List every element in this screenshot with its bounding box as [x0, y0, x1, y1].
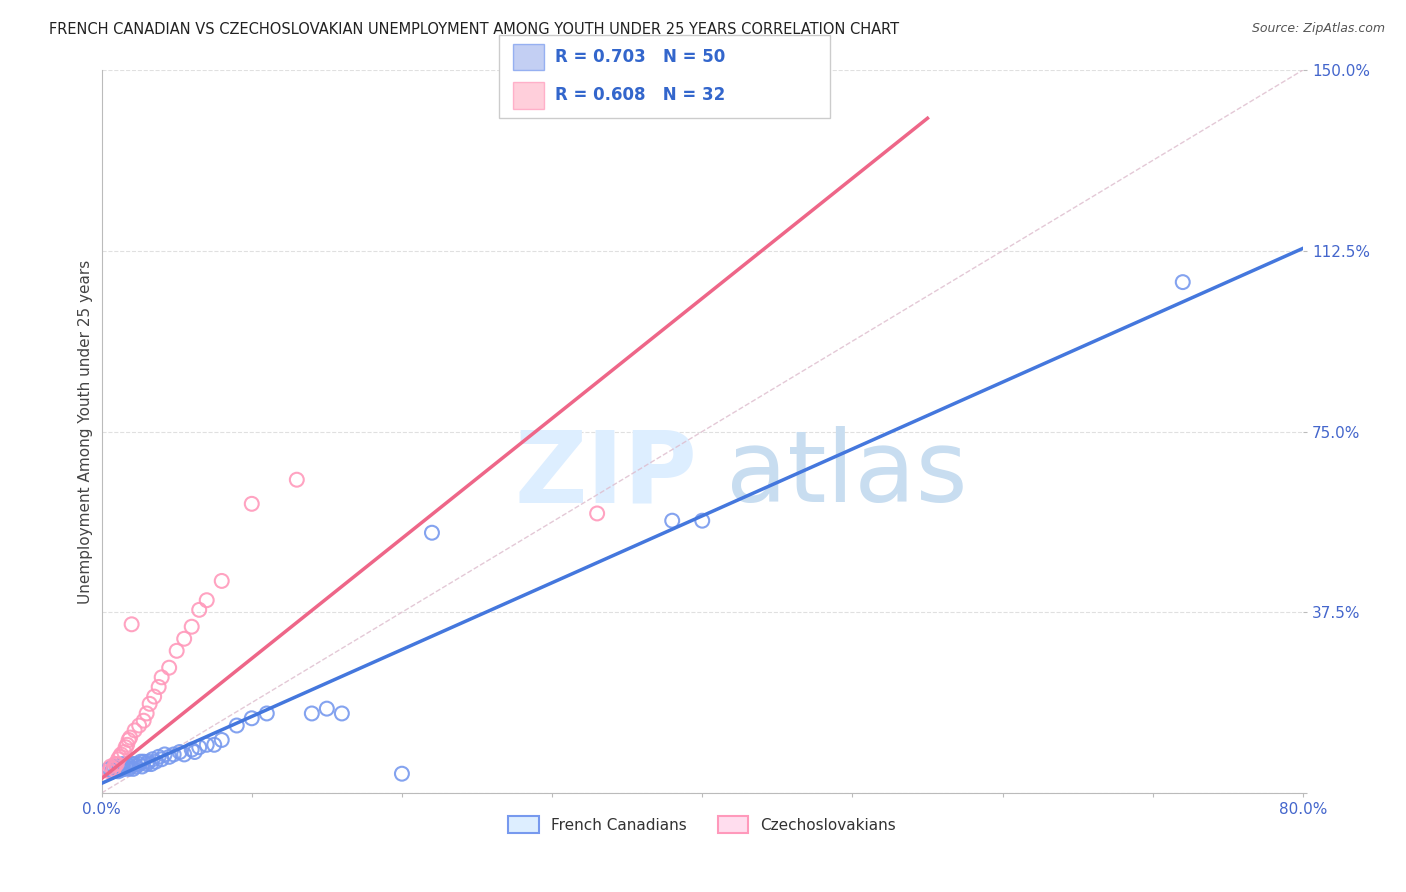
- Y-axis label: Unemployment Among Youth under 25 years: Unemployment Among Youth under 25 years: [79, 260, 93, 604]
- Point: [195, 738, 218, 752]
- Text: R = 0.608   N = 32: R = 0.608 N = 32: [555, 87, 725, 104]
- Point: [153, 747, 176, 762]
- Point: [115, 757, 138, 772]
- Point: [120, 731, 142, 745]
- Point: [114, 740, 136, 755]
- Text: FRENCH CANADIAN VS CZECHOSLOVAKIAN UNEMPLOYMENT AMONG YOUTH UNDER 25 YEARS CORRE: FRENCH CANADIAN VS CZECHOSLOVAKIAN UNEMP…: [49, 22, 900, 37]
- Point: [105, 757, 128, 772]
- Point: [188, 740, 211, 755]
- Point: [240, 497, 263, 511]
- Point: [195, 593, 218, 607]
- Point: [166, 644, 188, 658]
- Point: [173, 747, 195, 762]
- Point: [104, 757, 127, 772]
- Point: [586, 507, 609, 521]
- Point: [121, 757, 143, 772]
- Point: [98, 762, 121, 776]
- Point: [105, 762, 128, 776]
- Point: [138, 697, 160, 711]
- Point: [690, 514, 713, 528]
- Point: [136, 755, 159, 769]
- Point: [115, 738, 138, 752]
- Point: [285, 473, 308, 487]
- Point: [163, 747, 186, 762]
- Point: [100, 759, 122, 773]
- Point: [132, 755, 155, 769]
- Point: [125, 759, 148, 773]
- Point: [112, 745, 135, 759]
- Point: [129, 755, 152, 769]
- Point: [330, 706, 353, 721]
- Text: atlas: atlas: [725, 426, 967, 524]
- Point: [98, 764, 121, 779]
- Point: [132, 714, 155, 728]
- Point: [122, 762, 145, 776]
- Point: [143, 690, 166, 704]
- Point: [131, 759, 153, 773]
- Point: [150, 670, 173, 684]
- Point: [202, 738, 225, 752]
- Point: [145, 755, 167, 769]
- Point: [135, 757, 157, 772]
- Point: [148, 749, 170, 764]
- Point: [101, 764, 124, 779]
- Point: [661, 514, 683, 528]
- Point: [169, 745, 191, 759]
- Point: [183, 745, 205, 759]
- Point: [103, 762, 125, 776]
- Point: [103, 759, 125, 773]
- Point: [141, 757, 163, 772]
- Point: [256, 706, 278, 721]
- Legend: French Canadians, Czechoslovakians: French Canadians, Czechoslovakians: [502, 810, 903, 839]
- Point: [121, 617, 143, 632]
- Point: [211, 733, 233, 747]
- Text: ZIP: ZIP: [515, 426, 697, 524]
- Point: [112, 762, 135, 776]
- Point: [180, 620, 202, 634]
- Point: [135, 706, 157, 721]
- Point: [128, 718, 150, 732]
- Point: [108, 759, 131, 773]
- Text: Source: ZipAtlas.com: Source: ZipAtlas.com: [1251, 22, 1385, 36]
- Point: [110, 747, 132, 762]
- Point: [173, 632, 195, 646]
- Point: [157, 749, 180, 764]
- Point: [391, 766, 413, 780]
- Point: [107, 752, 129, 766]
- Point: [157, 661, 180, 675]
- Point: [225, 718, 247, 732]
- Point: [315, 701, 337, 715]
- Point: [124, 757, 146, 772]
- Point: [110, 763, 132, 777]
- Point: [211, 574, 233, 588]
- Point: [108, 749, 131, 764]
- Point: [148, 680, 170, 694]
- Point: [124, 723, 146, 738]
- Point: [240, 711, 263, 725]
- Point: [1171, 275, 1194, 289]
- Point: [120, 759, 142, 773]
- Point: [117, 762, 139, 776]
- Point: [180, 742, 202, 756]
- Point: [142, 752, 165, 766]
- Point: [107, 764, 129, 779]
- Point: [117, 733, 139, 747]
- Point: [128, 757, 150, 772]
- Text: R = 0.703   N = 50: R = 0.703 N = 50: [555, 48, 725, 66]
- Point: [150, 752, 173, 766]
- Point: [188, 603, 211, 617]
- Point: [301, 706, 323, 721]
- Point: [111, 757, 134, 772]
- Point: [114, 759, 136, 773]
- Point: [420, 525, 443, 540]
